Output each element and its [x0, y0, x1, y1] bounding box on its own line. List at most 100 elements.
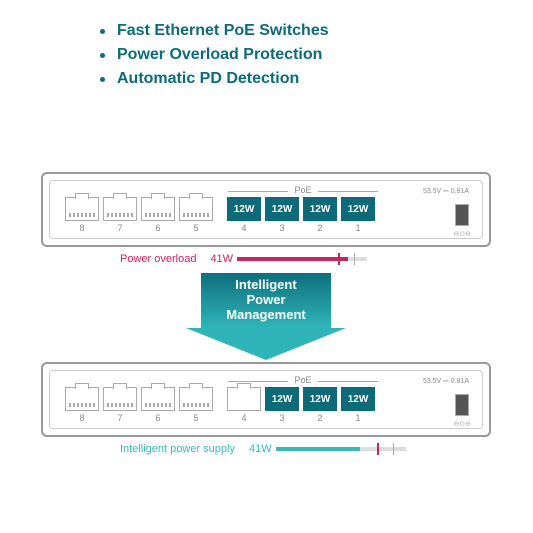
power-bar-limit-icon [393, 443, 394, 455]
bullet-item: Fast Ethernet PoE Switches [100, 22, 329, 40]
power-bar-value: 41W [249, 443, 272, 455]
port-wattage: 12W [272, 394, 293, 405]
port-2: 12W 2 [303, 387, 337, 423]
port-2: 12W 2 [303, 197, 337, 233]
port-3: 12W 3 [265, 387, 299, 423]
port-wattage: 12W [234, 204, 255, 215]
port-wattage: 12W [310, 204, 331, 215]
spec-text: 53.5V ⎓ 0.81A [423, 378, 469, 386]
rj45-port-icon [141, 197, 175, 221]
bracket-line-icon [228, 191, 288, 192]
ports-row: 8 7 6 5 12W 4 12W 3 12W 2 12W 1 [65, 197, 379, 233]
bracket-line-icon [318, 381, 378, 382]
power-bar-label: Power overload [120, 253, 196, 265]
power-bar-track [276, 447, 406, 451]
port-6: 6 [141, 197, 175, 233]
port-wattage: 12W [348, 394, 369, 405]
power-bar-intelligent: Intelligent power supply 41W [120, 443, 406, 455]
poe-port-icon: 12W [265, 197, 299, 221]
feature-bullets: Fast Ethernet PoE Switches Power Overloa… [100, 22, 329, 94]
ports-row: 8 7 6 5 4 12W 3 12W 2 12W 1 [65, 387, 379, 423]
port-wattage: 12W [348, 204, 369, 215]
port-5: 5 [179, 387, 213, 423]
port-4: 4 [227, 387, 261, 423]
rj45-port-icon [179, 197, 213, 221]
bullet-dot-icon [100, 53, 105, 58]
poe-label: PoE [291, 375, 314, 385]
power-bar-value: 41W [210, 253, 233, 265]
power-bar-fill [276, 447, 361, 451]
switch-managed: PoE 53.5V ⎓ 0.81A ⊖⊙⊖ 8 7 6 5 4 12W 3 12W… [41, 362, 491, 437]
port-number: 4 [241, 223, 246, 233]
port-8: 8 [65, 197, 99, 233]
power-bar-limit-icon [354, 253, 355, 265]
port-number: 8 [79, 223, 84, 233]
port-3: 12W 3 [265, 197, 299, 233]
rj45-port-icon [103, 387, 137, 411]
port-number: 5 [193, 413, 198, 423]
power-bar-overload: Power overload 41W [120, 253, 367, 265]
bullet-dot-icon [100, 77, 105, 82]
port-7: 7 [103, 197, 137, 233]
jack-symbol-icon: ⊖⊙⊖ [453, 230, 471, 238]
port-number: 6 [155, 413, 160, 423]
port-1: 12W 1 [341, 197, 375, 233]
poe-port-icon: 12W [227, 197, 261, 221]
poe-port-icon: 12W [341, 387, 375, 411]
port-number: 5 [193, 223, 198, 233]
poe-bracket: PoE [228, 185, 378, 195]
port-number: 7 [117, 413, 122, 423]
port-5: 5 [179, 197, 213, 233]
arrow-badge: IntelligentPowerManagement [186, 273, 346, 358]
arrow-body-icon: IntelligentPowerManagement [201, 273, 331, 328]
power-bar-track [237, 257, 367, 261]
rj45-port-icon [65, 387, 99, 411]
port-1: 12W 1 [341, 387, 375, 423]
port-wattage: 12W [272, 204, 293, 215]
bullet-dot-icon [100, 29, 105, 34]
rj45-port-icon [65, 197, 99, 221]
bracket-line-icon [318, 191, 378, 192]
port-number: 1 [355, 413, 360, 423]
port-wattage: 12W [310, 394, 331, 405]
poe-port-icon: 12W [303, 387, 337, 411]
poe-label: PoE [291, 185, 314, 195]
port-8: 8 [65, 387, 99, 423]
bullet-text: Automatic PD Detection [117, 70, 299, 88]
arrow-text: IntelligentPowerManagement [226, 278, 305, 323]
rj45-port-icon [103, 197, 137, 221]
poe-port-icon: 12W [303, 197, 337, 221]
port-number: 2 [317, 223, 322, 233]
power-jack-icon [455, 394, 469, 416]
port-7: 7 [103, 387, 137, 423]
port-number: 3 [279, 223, 284, 233]
power-bar-fill [237, 257, 348, 261]
bullet-item: Automatic PD Detection [100, 70, 329, 88]
power-jack-icon [455, 204, 469, 226]
rj45-port-icon [227, 387, 261, 411]
rj45-port-icon [179, 387, 213, 411]
port-number: 6 [155, 223, 160, 233]
port-number: 8 [79, 413, 84, 423]
port-number: 2 [317, 413, 322, 423]
bracket-line-icon [228, 381, 288, 382]
power-bar-marker-icon [377, 443, 379, 455]
bullet-text: Fast Ethernet PoE Switches [117, 22, 329, 40]
arrow-head-icon [186, 328, 346, 360]
bullet-item: Power Overload Protection [100, 46, 329, 64]
bullet-text: Power Overload Protection [117, 46, 322, 64]
poe-port-icon: 12W [265, 387, 299, 411]
spec-text: 53.5V ⎓ 0.81A [423, 188, 469, 196]
port-4: 12W 4 [227, 197, 261, 233]
port-6: 6 [141, 387, 175, 423]
switch-overload: PoE 53.5V ⎓ 0.81A ⊖⊙⊖ 8 7 6 5 12W 4 12W 3 … [41, 172, 491, 247]
port-number: 3 [279, 413, 284, 423]
port-number: 4 [241, 413, 246, 423]
port-number: 7 [117, 223, 122, 233]
port-number: 1 [355, 223, 360, 233]
power-bar-label: Intelligent power supply [120, 443, 235, 455]
power-bar-marker-icon [338, 253, 340, 265]
rj45-port-icon [141, 387, 175, 411]
jack-symbol-icon: ⊖⊙⊖ [453, 420, 471, 428]
poe-port-icon: 12W [341, 197, 375, 221]
